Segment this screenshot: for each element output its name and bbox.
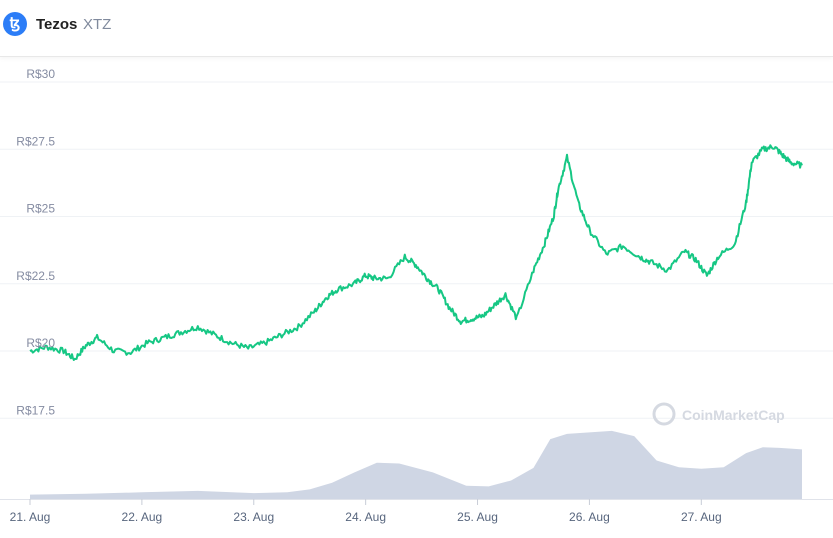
x-axis: 21. Aug 22. Aug 23. Aug 24. Aug 25. Aug 26. A…: [0, 499, 833, 524]
chart-grid: [0, 81, 833, 419]
x-tick-label: 26. Aug: [569, 510, 610, 524]
coin-name[interactable]: Tezos: [36, 16, 78, 33]
tezos-logo-icon: ꜩ: [3, 12, 27, 36]
x-tick-label: 24. Aug: [345, 510, 386, 524]
x-tick-label: 21. Aug: [10, 510, 51, 524]
volume-area: [30, 430, 802, 499]
coinmarketcap-watermark: CoinMarketCap: [652, 402, 785, 426]
y-tick-label: R$30: [26, 67, 55, 81]
y-tick-label: R$20: [26, 336, 55, 350]
y-tick-label: R$22.5: [16, 269, 55, 283]
y-tick-label: R$25: [26, 202, 55, 216]
x-tick-label: 23. Aug: [233, 510, 274, 524]
x-tick-label: 27. Aug: [681, 510, 722, 524]
y-tick-label: R$27.5: [16, 134, 55, 148]
x-tick-label: 22. Aug: [122, 510, 163, 524]
price-line: [29, 144, 803, 361]
x-tick-label: 25. Aug: [457, 510, 498, 524]
coinmarketcap-logo-icon: [652, 402, 676, 426]
watermark-text: CoinMarketCap: [682, 407, 785, 423]
y-tick-label: R$17.5: [16, 403, 55, 417]
coin-header: ꜩ Tezos XTZ: [0, 0, 833, 57]
coin-symbol: XTZ: [83, 16, 112, 33]
y-axis-labels: R$30 R$27.5 R$25 R$22.5 R$20 R$17.5: [16, 67, 55, 417]
